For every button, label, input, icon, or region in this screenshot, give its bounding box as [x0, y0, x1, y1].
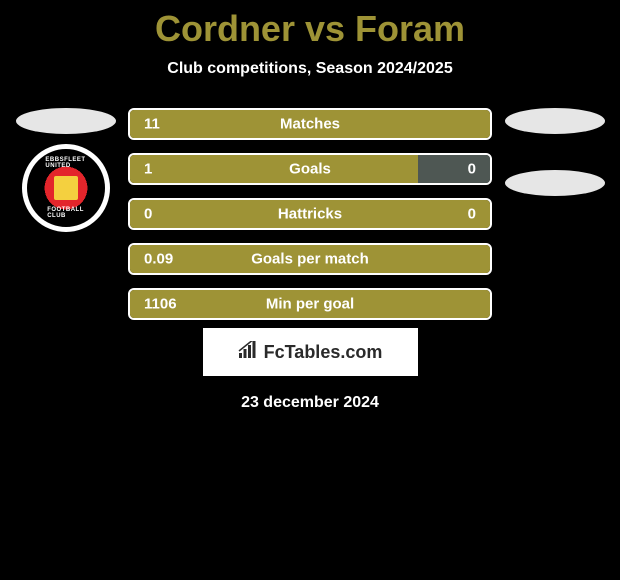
stat-value-right: 0 — [468, 206, 476, 223]
stat-value-left: 1 — [144, 161, 152, 178]
stats-column: 11 Matches 1 Goals 0 0 Hattricks 0 0.09 Goals per… — [123, 108, 497, 320]
left-column: EBBSFLEET UNITED FOOTBALL CLUB — [8, 108, 123, 232]
stat-value-right: 0 — [468, 161, 476, 178]
bar-fill-left — [130, 155, 418, 183]
date-text: 23 december 2024 — [0, 394, 620, 412]
brand-text: FcTables.com — [264, 342, 383, 363]
brand-box[interactable]: FcTables.com — [203, 328, 418, 376]
stat-label: Goals per match — [251, 251, 369, 268]
club-placeholder-right — [505, 170, 605, 196]
stat-value-left: 0 — [144, 206, 152, 223]
page-title: Cordner vs Foram — [0, 8, 620, 50]
content-row: EBBSFLEET UNITED FOOTBALL CLUB 11 Matches… — [0, 108, 620, 320]
stat-value-left: 1106 — [144, 296, 177, 313]
stat-bar: 0 Hattricks 0 — [128, 198, 492, 230]
stat-bar: 1 Goals 0 — [128, 153, 492, 185]
stat-bar: 1106 Min per goal — [128, 288, 492, 320]
stat-label: Matches — [280, 116, 340, 133]
right-column — [497, 108, 612, 196]
stat-bar: 0.09 Goals per match — [128, 243, 492, 275]
stat-bar: 11 Matches — [128, 108, 492, 140]
player-placeholder-right — [505, 108, 605, 134]
badge-center-shield — [54, 176, 78, 200]
badge-inner: EBBSFLEET UNITED FOOTBALL CLUB — [30, 152, 102, 224]
badge-text-bottom: FOOTBALL CLUB — [47, 207, 84, 219]
stat-value-left: 11 — [144, 116, 160, 133]
comparison-infographic: Cordner vs Foram Club competitions, Seas… — [0, 0, 620, 412]
stat-label: Goals — [289, 161, 331, 178]
stat-value-left: 0.09 — [144, 251, 173, 268]
chart-icon — [238, 341, 260, 364]
subtitle: Club competitions, Season 2024/2025 — [0, 60, 620, 78]
stat-label: Min per goal — [266, 296, 354, 313]
badge-text-top: EBBSFLEET UNITED — [45, 157, 85, 169]
stat-label: Hattricks — [278, 206, 342, 223]
club-badge-left: EBBSFLEET UNITED FOOTBALL CLUB — [22, 144, 110, 232]
bar-fill-right — [418, 155, 490, 183]
player-placeholder-left — [16, 108, 116, 134]
